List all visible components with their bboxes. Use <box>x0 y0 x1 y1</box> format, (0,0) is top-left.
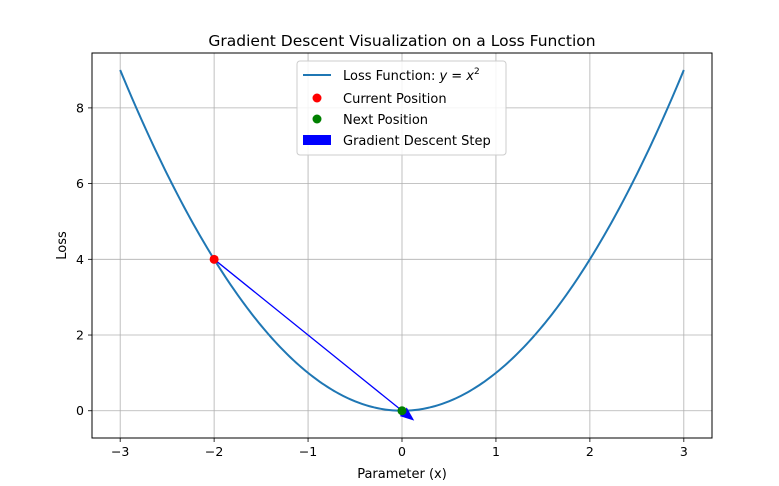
x-tick-label: 2 <box>586 444 594 459</box>
chart-title: Gradient Descent Visualization on a Loss… <box>208 32 595 50</box>
legend-label-loss-math: y = x <box>438 69 474 84</box>
x-tick-label: −2 <box>205 444 223 459</box>
plot-series <box>119 69 685 421</box>
legend-box <box>296 60 507 156</box>
legend-swatch-current-position <box>312 93 322 103</box>
legend-label-current-position: Current Position <box>343 92 447 107</box>
current-position-point <box>209 254 219 264</box>
x-tick-label: 0 <box>398 444 406 459</box>
x-tick-label: −3 <box>111 444 129 459</box>
legend-label-next-position: Next Position <box>343 113 428 128</box>
y-tick-label: 8 <box>76 100 84 115</box>
legend-swatch-gradient-step <box>303 135 331 145</box>
legend-label-loss-main: Loss Function: <box>343 69 439 84</box>
y-tick-label: 4 <box>76 252 84 267</box>
next-position-point <box>397 406 407 416</box>
x-axis-label: Parameter (x) <box>357 467 447 482</box>
x-tick-label: 3 <box>680 444 688 459</box>
y-tick-label: 0 <box>76 403 84 418</box>
x-tick-label: −1 <box>299 444 317 459</box>
gradient-step-arrow-head <box>399 407 415 421</box>
axis-ticks: −3 −2 −1 0 1 2 3 0 2 4 6 8 <box>76 100 688 459</box>
y-axis-label: Loss <box>55 231 70 260</box>
gradient-step-arrow-shaft <box>213 258 404 413</box>
legend-label-gradient-step: Gradient Descent Step <box>343 134 491 149</box>
y-tick-label: 2 <box>76 328 84 343</box>
legend-swatch-next-position <box>312 114 322 124</box>
legend-label-loss-sup: 2 <box>474 67 480 77</box>
legend: Loss Function: y = x2 Current Position N… <box>296 60 507 156</box>
x-tick-label: 1 <box>492 444 500 459</box>
legend-label-loss-function: Loss Function: y = x2 <box>343 67 480 84</box>
y-tick-label: 6 <box>76 176 84 191</box>
